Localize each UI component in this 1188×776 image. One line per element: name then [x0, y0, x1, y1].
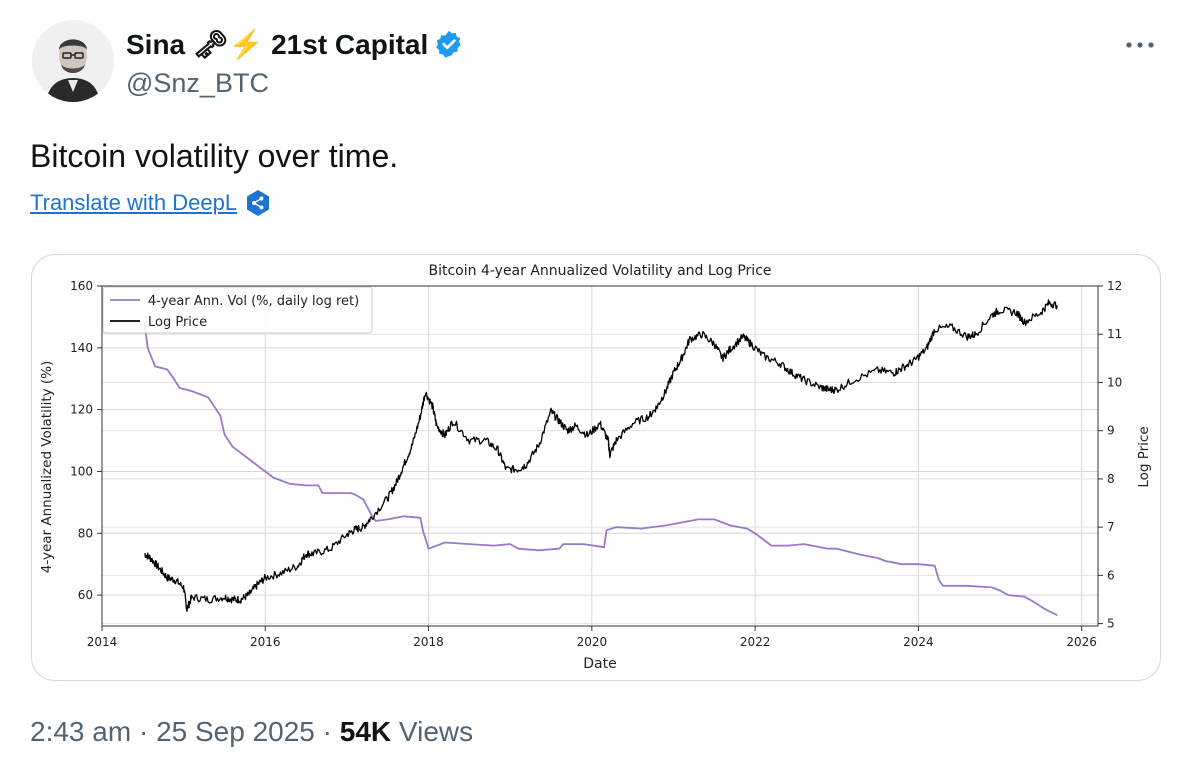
legend-label-price: Log Price — [148, 315, 207, 330]
y-left-tick-label: 160 — [70, 279, 93, 293]
volatility-chart: 2014 2016 2018 2020 2022 2024 2026 60 80 100 120 14… — [39, 263, 1152, 672]
translate-row[interactable]: Translate with DeepL — [30, 189, 271, 217]
deepl-icon[interactable] — [245, 189, 271, 217]
tweet-media-chart[interactable]: 2014 2016 2018 2020 2022 2024 2026 60 80 100 120 14… — [31, 254, 1161, 681]
plot-frame — [101, 285, 1099, 627]
log-price-series-line — [144, 299, 1058, 612]
views-count: 54K — [339, 716, 392, 747]
tweet-time[interactable]: 2:43 am — [30, 716, 132, 747]
y-right-tick-label: 12 — [1107, 279, 1122, 293]
more-dots-icon — [1126, 42, 1154, 48]
y-left-tick-label: 120 — [70, 403, 93, 417]
y-right-tick-label: 7 — [1107, 520, 1115, 534]
meta-separator: · — [322, 716, 332, 747]
y-axis-left-label: 4-year Annualized Volatility (%) — [39, 361, 55, 574]
y-right-tick-label: 6 — [1107, 568, 1115, 582]
x-tick-label: 2014 — [87, 635, 118, 649]
x-axis-label: Date — [583, 656, 616, 672]
x-tick-label: 2024 — [903, 635, 934, 649]
y-right-tick-label: 8 — [1107, 472, 1115, 486]
x-tick-label: 2022 — [740, 635, 771, 649]
y-left-tick-label: 60 — [78, 588, 93, 602]
views-label: Views — [398, 716, 474, 747]
y-left-tick-label: 140 — [70, 341, 93, 355]
x-tick-label: 2026 — [1066, 635, 1097, 649]
y-right-tick-label: 10 — [1107, 375, 1122, 389]
x-tick-label: 2018 — [413, 635, 444, 649]
x-tick-label: 2020 — [577, 635, 608, 649]
meta-separator: · — [138, 716, 149, 747]
volatility-series-line — [143, 322, 1058, 617]
author-name-row[interactable]: Sina 🗝⚡ 21st Capital — [126, 24, 464, 64]
author-display-name[interactable]: Sina 🗝⚡ 21st Capital — [126, 28, 429, 60]
translate-link[interactable]: Translate with DeepL — [30, 190, 238, 215]
tweet-meta: 2:43 am · 25 Sep 2025 · 54K Views — [30, 716, 473, 748]
x-tick-label: 2016 — [250, 635, 281, 649]
chart-title: Bitcoin 4-year Annualized Volatility and… — [428, 263, 771, 279]
tweet-date[interactable]: 25 Sep 2025 — [156, 716, 315, 747]
more-options-button[interactable] — [1122, 30, 1158, 60]
y-left-tick-label: 100 — [70, 464, 93, 478]
verified-badge-icon — [434, 29, 464, 59]
avatar[interactable] — [32, 20, 114, 102]
chart-legend: 4-year Ann. Vol (%, daily log ret) Log P… — [102, 286, 373, 334]
legend-label-vol: 4-year Ann. Vol (%, daily log ret) — [148, 294, 359, 309]
y-right-tick-label: 5 — [1107, 617, 1115, 631]
author-handle[interactable]: @Snz_BTC — [126, 68, 269, 98]
y-right-tick-label: 11 — [1107, 327, 1122, 341]
y-left-tick-label: 80 — [78, 526, 93, 540]
y-right-tick-label: 9 — [1107, 424, 1115, 438]
tweet-text: Bitcoin volatility over time. — [30, 138, 399, 174]
y-axis-right-label: Log Price — [1136, 426, 1152, 487]
